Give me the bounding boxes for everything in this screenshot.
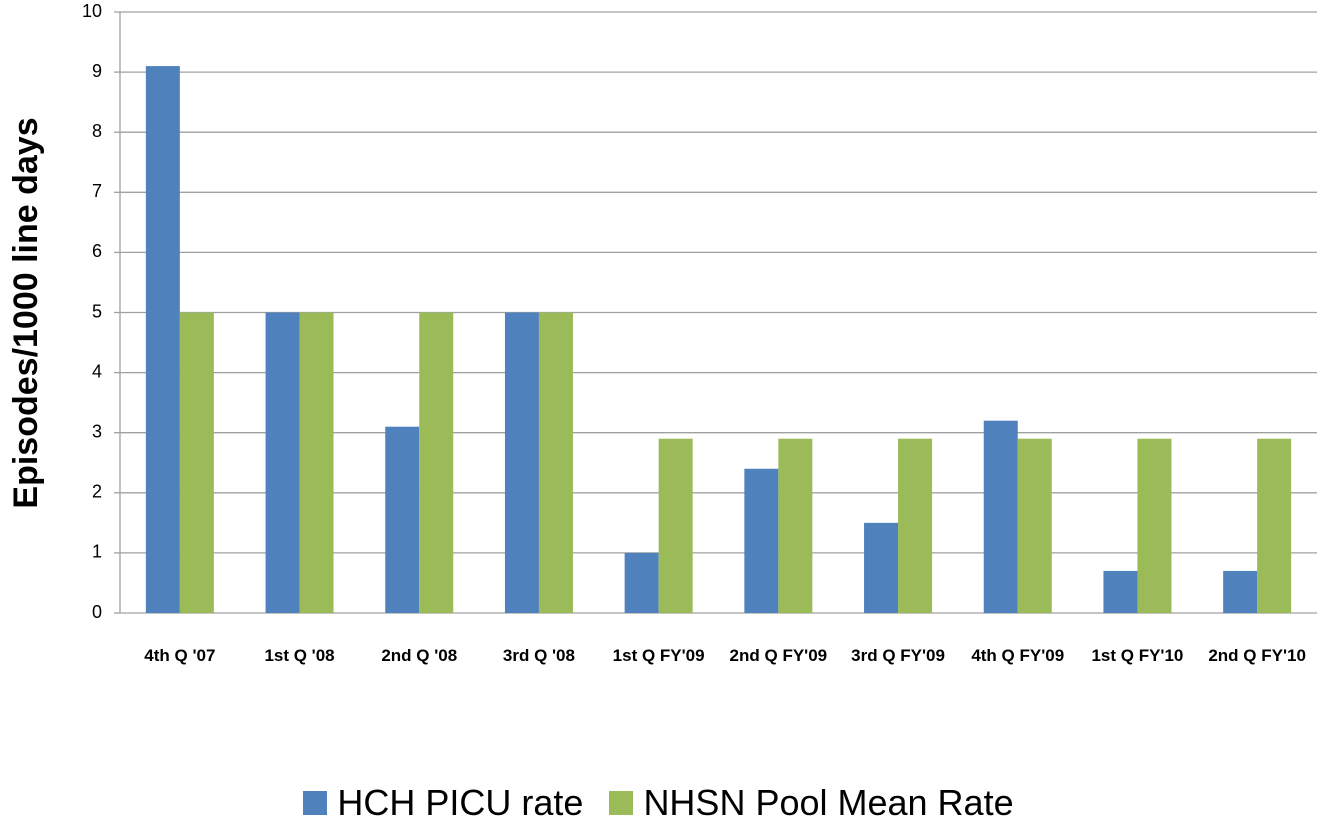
y-tick-label: 8	[92, 121, 102, 141]
legend: HCH PICU rate NHSN Pool Mean Rate	[0, 782, 1317, 823]
y-axis-label: Episodes/1000 line days	[7, 117, 45, 508]
x-tick-label: 4th Q FY'09	[971, 646, 1065, 665]
bar	[778, 438, 813, 613]
y-tick-label: 9	[92, 61, 102, 81]
bar	[1223, 570, 1258, 613]
y-tick-label: 7	[92, 181, 102, 201]
bar	[1017, 438, 1052, 613]
bar	[864, 522, 899, 613]
x-tick-label: 2nd Q '08	[381, 646, 458, 665]
bar	[504, 312, 539, 613]
bar	[265, 312, 300, 613]
legend-swatch	[303, 791, 328, 815]
x-tick-label: 3rd Q FY'09	[851, 646, 945, 665]
y-tick-label: 0	[92, 602, 102, 622]
x-tick-label: 2nd Q FY'09	[729, 646, 828, 665]
x-tick-label: 1st Q '08	[264, 646, 335, 665]
y-tick-label: 5	[92, 301, 102, 321]
legend-label: NHSN Pool Mean Rate	[643, 782, 1014, 823]
x-tick-label: 4th Q '07	[144, 646, 216, 665]
bar	[898, 438, 933, 613]
bar	[1257, 438, 1292, 613]
bar	[983, 420, 1018, 613]
x-tick-label: 1st Q FY'10	[1091, 646, 1184, 665]
y-tick-label: 6	[92, 241, 102, 261]
y-tick-label: 1	[92, 542, 102, 562]
x-tick-label: 1st Q FY'09	[612, 646, 705, 665]
bar	[538, 312, 573, 613]
bar	[419, 312, 454, 613]
legend-item: NHSN Pool Mean Rate	[609, 782, 1014, 823]
bar	[299, 312, 334, 613]
y-tick-label: 3	[92, 421, 102, 441]
bar	[1137, 438, 1172, 613]
legend-item: HCH PICU rate	[303, 782, 583, 823]
bar	[1103, 570, 1138, 613]
x-tick-label: 2nd Q FY'10	[1208, 646, 1306, 665]
y-tick-label: 2	[92, 482, 102, 502]
bar	[744, 468, 779, 613]
legend-swatch	[609, 791, 634, 815]
bar	[385, 426, 420, 613]
y-tick-label: 4	[92, 361, 102, 381]
legend-label: HCH PICU rate	[337, 782, 584, 823]
bar	[658, 438, 693, 613]
bar	[179, 312, 214, 613]
x-tick-label: 3rd Q '08	[502, 646, 575, 665]
bar	[624, 552, 659, 613]
bar	[145, 66, 180, 614]
y-tick-label: 10	[82, 1, 102, 21]
